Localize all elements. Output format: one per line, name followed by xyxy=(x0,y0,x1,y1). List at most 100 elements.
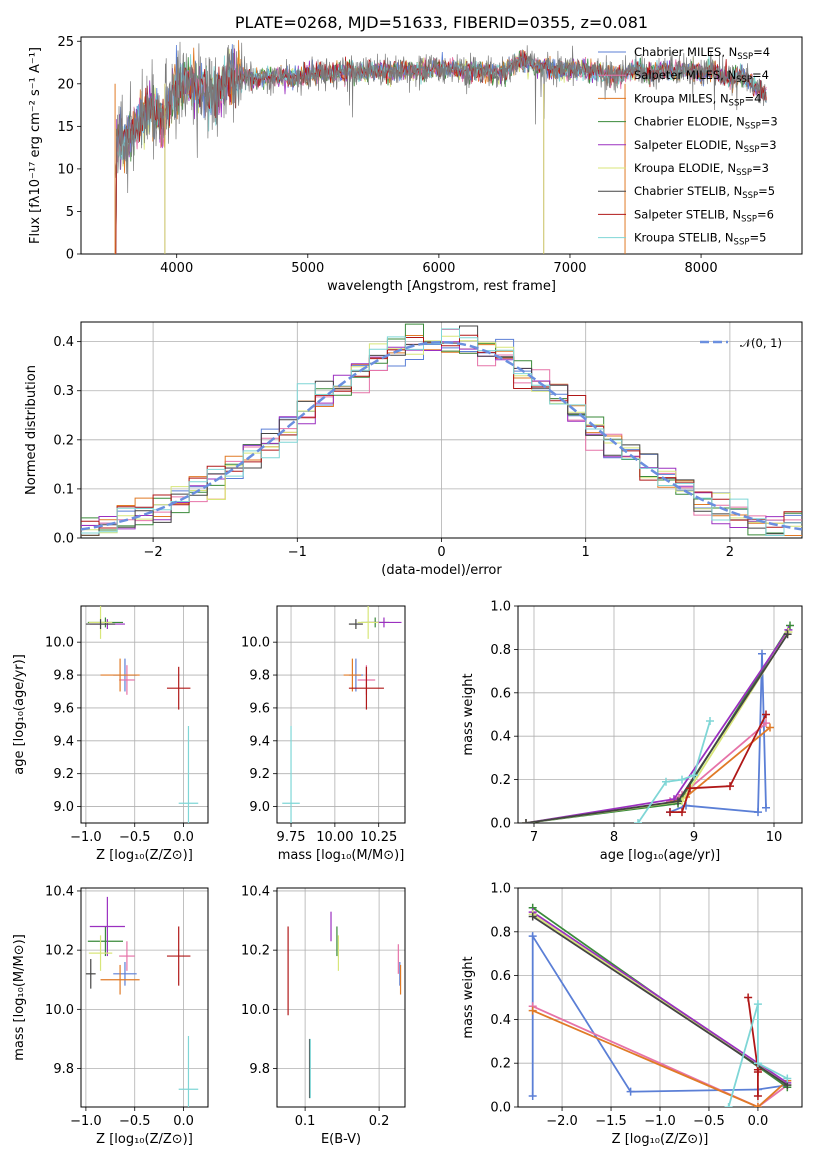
weight-marker xyxy=(754,808,762,817)
y-tick-label: 10.2 xyxy=(241,944,270,959)
weight-line xyxy=(532,911,788,1084)
y-tick-label: 0.4 xyxy=(53,335,74,350)
y-axis-label: Normed distribution xyxy=(24,365,39,495)
x-axis-label: age [log₁₀(age/yr)] xyxy=(600,848,721,863)
y-tick-label: 9.0 xyxy=(53,800,74,815)
weight-line xyxy=(532,1005,788,1107)
y-tick-label: 0.1 xyxy=(53,482,74,497)
y-tick-label: 10.0 xyxy=(241,1003,270,1018)
x-tick-label: −0.5 xyxy=(119,830,151,845)
x-tick-label: 0.0 xyxy=(173,1114,194,1129)
weight-marker xyxy=(786,621,794,630)
x-tick-label: 9.75 xyxy=(277,830,306,845)
x-tick-label: 1 xyxy=(582,545,590,560)
x-tick-label: −1.0 xyxy=(70,1114,102,1129)
y-tick-label: 25 xyxy=(57,35,74,50)
legend-label: Chabrier MILES, NSSP=4 xyxy=(634,45,770,62)
x-tick-label: −1.0 xyxy=(644,1114,676,1129)
y-tick-label: 10.2 xyxy=(45,944,74,959)
x-tick-label: 8 xyxy=(610,830,618,845)
weight-marker xyxy=(528,932,537,941)
y-tick-label: 10.4 xyxy=(241,884,270,899)
weight-marker xyxy=(783,630,792,639)
legend-label: Kroupa ELODIE, NSSP=3 xyxy=(634,161,769,178)
y-tick-label: 10.0 xyxy=(45,1003,74,1018)
weight-marker xyxy=(686,784,694,793)
y-tick-label: 0.0 xyxy=(490,817,511,832)
y-tick-label: 9.6 xyxy=(53,701,74,716)
y-tick-label: 10.0 xyxy=(241,636,270,651)
weight-marker xyxy=(522,819,530,823)
y-tick-label: 9.0 xyxy=(249,800,270,815)
y-tick-label: 0.6 xyxy=(490,686,511,701)
x-tick-label: 8000 xyxy=(685,261,718,276)
x-tick-label: 6000 xyxy=(422,261,455,276)
y-tick-label: 5 xyxy=(66,205,74,220)
plot-frame xyxy=(80,321,803,539)
y-axis-label: mass [log₁₀(M/M⊙)] xyxy=(12,934,27,1061)
y-axis-label: mass weight xyxy=(461,673,476,755)
y-tick-label: 1.0 xyxy=(490,600,511,615)
x-tick-label: −0.5 xyxy=(693,1114,725,1129)
weight-marker xyxy=(678,775,686,784)
weight-marker xyxy=(753,1067,762,1076)
chart-age-weight: 7 8 9 10 0.0 0.2 0.4 0.6 0.8 1.0 age [log₁₀(age/yr… xyxy=(461,600,803,863)
y-tick-label: 15 xyxy=(57,120,74,135)
weight-marker xyxy=(528,1006,537,1015)
x-tick-label: −1.0 xyxy=(70,830,102,845)
x-tick-label: −2.0 xyxy=(546,1114,578,1129)
x-tick-label: −1 xyxy=(288,545,307,560)
legend-label: Salpeter MILES, NSSP=4 xyxy=(634,68,769,85)
y-tick-label: 0.4 xyxy=(490,730,511,745)
y-axis-label: Flux [fλ10⁻¹⁷ erg cm⁻² s⁻¹ A⁻¹] xyxy=(28,47,43,244)
observed-spectrum-line xyxy=(114,41,767,194)
x-tick-label: 0.2 xyxy=(369,1114,390,1129)
weight-marker xyxy=(766,723,774,732)
y-tick-label: 9.4 xyxy=(53,734,74,749)
y-tick-label: 0.2 xyxy=(490,1057,511,1072)
chart-mass-age: 9.75 10.00 10.25 9.0 9.2 9.4 9.6 9.8 10.0 mass [l… xyxy=(241,605,406,863)
x-axis-label: wavelength [Angstrom, rest frame] xyxy=(327,279,556,294)
x-tick-label: −0.5 xyxy=(119,1114,151,1129)
y-tick-label: 0.2 xyxy=(490,773,511,788)
x-tick-label: 0.1 xyxy=(295,1114,316,1129)
weight-marker xyxy=(678,808,686,817)
weight-marker xyxy=(528,1092,537,1101)
plot-frame xyxy=(517,605,803,824)
y-tick-label: 10.0 xyxy=(45,636,74,651)
weight-marker xyxy=(634,819,642,823)
chart-title: PLATE=0268, MJD=51633, FIBERID=0355, z=0… xyxy=(235,13,648,32)
legend-label: Salpeter ELODIE, NSSP=3 xyxy=(634,138,777,155)
y-tick-label: 9.6 xyxy=(249,701,270,716)
y-tick-label: 1.0 xyxy=(490,882,511,897)
x-tick-label: 7 xyxy=(530,830,538,845)
y-tick-label: 10.4 xyxy=(45,884,74,899)
legend-label: 𝒩(0, 1) xyxy=(740,336,782,350)
legend-label: Chabrier ELODIE, NSSP=3 xyxy=(634,115,778,132)
x-tick-label: 10.25 xyxy=(360,830,397,845)
y-axis-label: age [log₁₀(age/yr)] xyxy=(12,654,27,775)
plot-frame xyxy=(80,605,209,824)
weight-marker xyxy=(762,719,770,728)
chart-residuals: −2 −1 0 1 2 0.0 0.1 0.2 0.3 0.4 (data-model)/error… xyxy=(24,321,803,578)
y-tick-label: 9.8 xyxy=(249,1062,270,1077)
plot-frame xyxy=(80,36,803,255)
y-tick-label: 0.8 xyxy=(490,925,511,940)
y-tick-label: 0.8 xyxy=(490,643,511,658)
weight-marker xyxy=(706,717,714,726)
y-tick-label: 0.3 xyxy=(53,384,74,399)
y-tick-label: 0 xyxy=(66,248,74,263)
y-tick-label: 9.8 xyxy=(53,1062,74,1077)
x-tick-label: 9 xyxy=(690,830,698,845)
x-tick-label: 0.0 xyxy=(748,1114,769,1129)
x-tick-label: 5000 xyxy=(291,261,324,276)
weight-marker xyxy=(783,1074,792,1083)
y-tick-label: 0.0 xyxy=(490,1101,511,1116)
y-tick-label: 0.4 xyxy=(490,1013,511,1028)
weight-line xyxy=(727,1003,788,1107)
model-spectrum-line xyxy=(115,53,767,254)
x-tick-label: 7000 xyxy=(553,261,586,276)
weight-marker xyxy=(762,710,770,719)
chart-ebv-mass: 0.1 0.2 9.8 10.0 10.2 10.4 E(B-V) xyxy=(241,884,406,1147)
weight-marker xyxy=(724,1103,733,1107)
